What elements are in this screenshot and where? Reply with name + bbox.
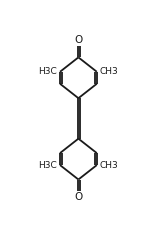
Text: H3C: H3C	[38, 67, 57, 76]
Text: CH3: CH3	[100, 161, 119, 170]
Text: O: O	[74, 192, 82, 202]
Text: H3C: H3C	[38, 161, 57, 170]
Text: O: O	[74, 35, 82, 45]
Text: CH3: CH3	[100, 67, 119, 76]
